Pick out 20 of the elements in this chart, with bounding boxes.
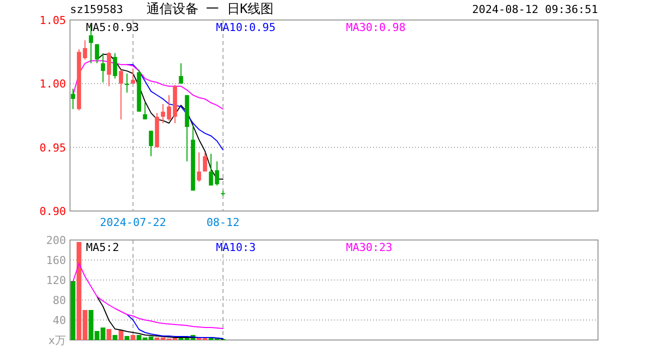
y-tick-label: 200 (46, 234, 66, 247)
y-tick-label: 0.95 (40, 141, 66, 154)
text: MA30:23 (346, 241, 392, 254)
y-tick-label: x万 (48, 334, 66, 347)
text: MA5:2 (86, 241, 120, 254)
chart-title: 通信设备 一 日K线图 (146, 2, 274, 17)
text: MA10:0.95 (216, 21, 276, 34)
y-tick-label: 0.90 (40, 205, 66, 218)
y-tick-label: 1.05 (40, 14, 66, 27)
y-tick-label: 80 (52, 294, 66, 307)
y-tick-label: 1.00 (40, 78, 66, 91)
y-tick-label: 160 (46, 254, 66, 267)
text: MA10:3 (216, 241, 256, 254)
text: 2024-08-12 09:36:51 (472, 3, 598, 16)
chart-subtitle: sz159583 (70, 3, 123, 16)
y-tick-label: 120 (46, 274, 66, 287)
x-tick-label: 2024-07-22 (100, 216, 166, 229)
text: MA30:0.98 (346, 21, 406, 34)
y-tick-label: 40 (52, 314, 66, 327)
x-tick-label: 08-12 (206, 216, 240, 229)
